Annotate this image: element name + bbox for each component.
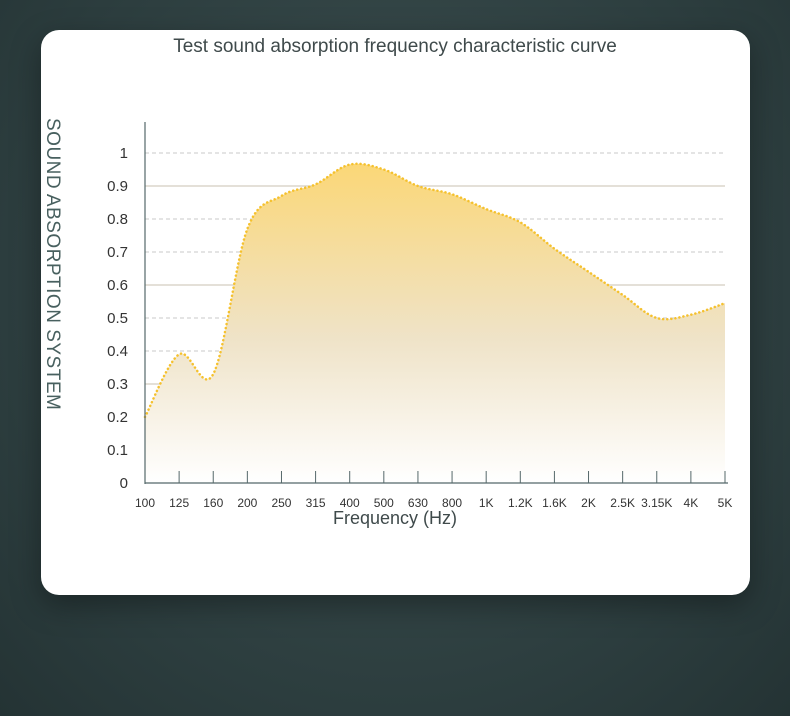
y-tick-label: 0.8 [107,211,128,228]
x-axis-label: Frequency (Hz) [332,508,458,528]
x-tick-label: 100 [135,496,155,510]
area-fill [145,163,725,483]
x-tick-label: 500 [374,496,394,510]
x-tick-label: 5K [718,496,733,510]
y-tick-label: 0 [120,475,128,492]
y-tick-label: 0.3 [107,376,128,393]
x-tick-label: 1.6K [542,496,567,510]
y-tick-label: 0.6 [107,277,128,294]
x-tick-label: 315 [306,496,326,510]
x-tick-label: 2K [581,496,596,510]
x-tick-label: 400 [340,496,360,510]
x-tick-label: 630 [408,496,428,510]
x-tick-label: 200 [237,496,257,510]
x-tick-label: 4K [684,496,699,510]
x-tick-label: 3.15K [641,496,672,510]
x-tick-label: 1.2K [508,496,533,510]
series-line [143,162,727,419]
y-tick-label: 0.4 [107,343,128,360]
x-tick-label: 125 [169,496,189,510]
x-tick-label: 2.5K [610,496,635,510]
x-tick-label: 250 [271,496,291,510]
y-tick-label: 0.7 [107,244,128,261]
y-tick-label: 0.2 [107,409,128,426]
x-tick-label: 160 [203,496,223,510]
x-tick-label: 800 [442,496,462,510]
y-tick-label: 0.5 [107,310,128,327]
y-tick-label: 0.9 [107,178,128,195]
x-tick-label: 1K [479,496,494,510]
chart-title: Test sound absorption frequency characte… [173,36,617,57]
y-tick-label: 1 [120,145,128,162]
y-tick-label: 0.1 [107,442,128,459]
